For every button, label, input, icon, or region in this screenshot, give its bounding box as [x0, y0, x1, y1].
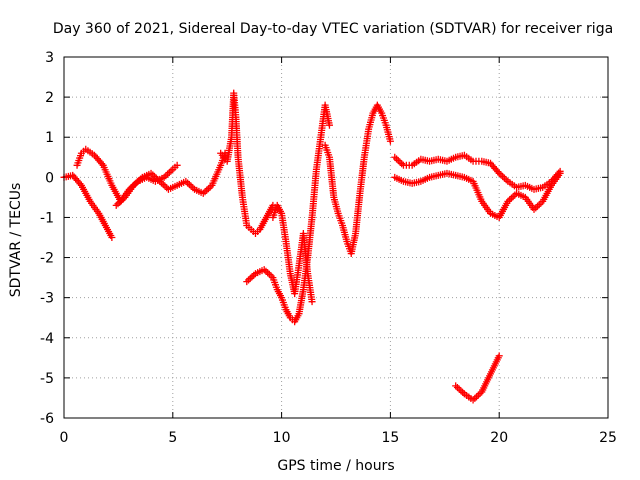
- x-tick-label: 15: [381, 430, 399, 446]
- data-point: [473, 393, 481, 401]
- data-point: [149, 171, 157, 179]
- data-point: [76, 180, 84, 188]
- data-point: [245, 276, 253, 284]
- y-axis-ticks: 3 2 1 0 -1 -2 -3 -4 -5 -6: [40, 50, 608, 427]
- data-point: [474, 391, 482, 399]
- data-point: [165, 169, 173, 177]
- plot-frame: [63, 56, 609, 419]
- data-point: [248, 273, 256, 281]
- data-point: [457, 387, 465, 395]
- y-tick-label: -2: [40, 251, 54, 267]
- data-point: [325, 121, 333, 129]
- data-point: [164, 170, 172, 178]
- data-point: [112, 201, 120, 209]
- data-point: [495, 352, 503, 360]
- y-tick-label: 3: [45, 50, 54, 66]
- data-point: [396, 158, 404, 166]
- data-point: [394, 156, 402, 164]
- data-point: [494, 168, 502, 176]
- data-point: [499, 173, 507, 181]
- x-axis-label: GPS time / hours: [277, 458, 394, 474]
- data-point: [108, 234, 116, 241]
- y-tick-label: 2: [45, 90, 54, 106]
- data-point: [159, 181, 167, 189]
- grid-lines: [64, 57, 608, 418]
- data-point: [173, 161, 181, 169]
- data-point: [265, 270, 273, 278]
- data-point: [204, 185, 212, 193]
- data-point: [392, 155, 400, 163]
- data-point: [556, 169, 564, 177]
- data-point: [167, 167, 175, 175]
- y-tick-label: 1: [45, 130, 54, 146]
- y-tick-label: -4: [40, 331, 54, 347]
- y-tick-label: -6: [40, 411, 54, 427]
- data-point: [455, 385, 463, 393]
- data-point: [184, 179, 192, 187]
- data-point: [391, 153, 399, 161]
- chart-title: Day 360 of 2021, Sidereal Day-to-day VTE…: [53, 21, 613, 37]
- y-tick-label: -1: [40, 210, 54, 226]
- data-point: [453, 384, 461, 392]
- data-point: [243, 278, 251, 286]
- data-point: [201, 188, 209, 196]
- x-tick-label: 10: [273, 430, 291, 446]
- y-axis-label: SDTVAR / TECUs: [8, 183, 24, 298]
- data-point: [398, 160, 406, 168]
- x-tick-label: 25: [599, 430, 617, 446]
- data-point: [497, 171, 505, 179]
- data-point: [533, 202, 541, 210]
- data-point: [386, 137, 394, 145]
- data-point: [452, 382, 460, 390]
- data-point: [459, 388, 467, 396]
- y-tick-label: -3: [40, 291, 54, 307]
- y-tick-label: 0: [45, 170, 54, 186]
- data-point: [98, 160, 106, 168]
- data-point: [500, 174, 508, 182]
- x-tick-label: 0: [60, 430, 69, 446]
- y-tick-label: -5: [40, 371, 54, 387]
- x-axis-ticks: 0 5 10 15 20 25: [60, 57, 617, 446]
- x-tick-label: 5: [168, 430, 177, 446]
- x-tick-label: 20: [490, 430, 508, 446]
- data-points: [60, 89, 564, 404]
- data-point: [262, 267, 270, 275]
- data-point: [507, 194, 515, 202]
- data-point: [246, 274, 254, 282]
- data-point: [187, 182, 195, 190]
- data-point: [308, 298, 316, 306]
- data-point: [471, 394, 479, 402]
- data-point: [535, 201, 543, 209]
